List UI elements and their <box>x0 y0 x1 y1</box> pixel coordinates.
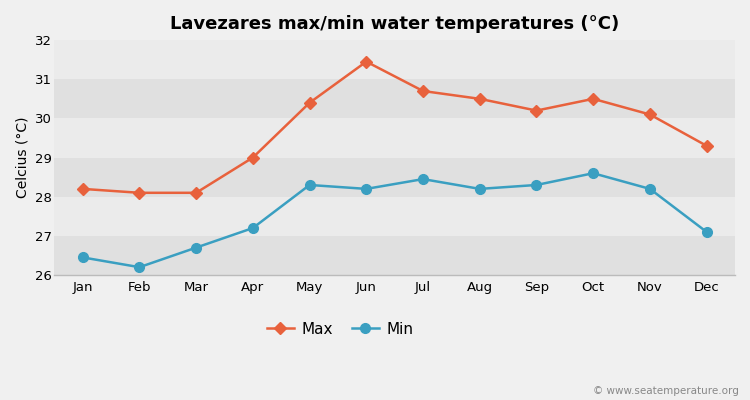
Line: Min: Min <box>78 168 712 272</box>
Min <box>192 245 201 250</box>
Min <box>78 255 87 260</box>
Min <box>362 186 370 191</box>
Bar <box>54 118 735 158</box>
Min <box>248 226 257 230</box>
Min <box>589 171 598 176</box>
Min <box>476 186 484 191</box>
Max <box>362 59 370 64</box>
Bar <box>54 158 735 197</box>
Max <box>589 96 598 101</box>
Max <box>476 96 484 101</box>
Text: © www.seatemperature.org: © www.seatemperature.org <box>592 386 739 396</box>
Bar <box>54 236 735 275</box>
Max <box>646 112 655 117</box>
Min <box>532 182 541 187</box>
Min <box>702 230 711 234</box>
Legend: Max, Min: Max, Min <box>260 316 420 343</box>
Max <box>532 108 541 113</box>
Max <box>78 186 87 191</box>
Bar <box>54 79 735 118</box>
Max <box>135 190 144 195</box>
Max <box>305 100 314 105</box>
Max <box>702 144 711 148</box>
Line: Max: Max <box>79 58 711 197</box>
Max <box>248 155 257 160</box>
Title: Lavezares max/min water temperatures (°C): Lavezares max/min water temperatures (°C… <box>170 15 620 33</box>
Min <box>646 186 655 191</box>
Min <box>419 177 428 182</box>
Bar <box>54 40 735 79</box>
Bar <box>54 197 735 236</box>
Y-axis label: Celcius (°C): Celcius (°C) <box>15 117 29 198</box>
Max <box>192 190 201 195</box>
Min <box>135 265 144 270</box>
Min <box>305 182 314 187</box>
Max <box>419 89 428 94</box>
